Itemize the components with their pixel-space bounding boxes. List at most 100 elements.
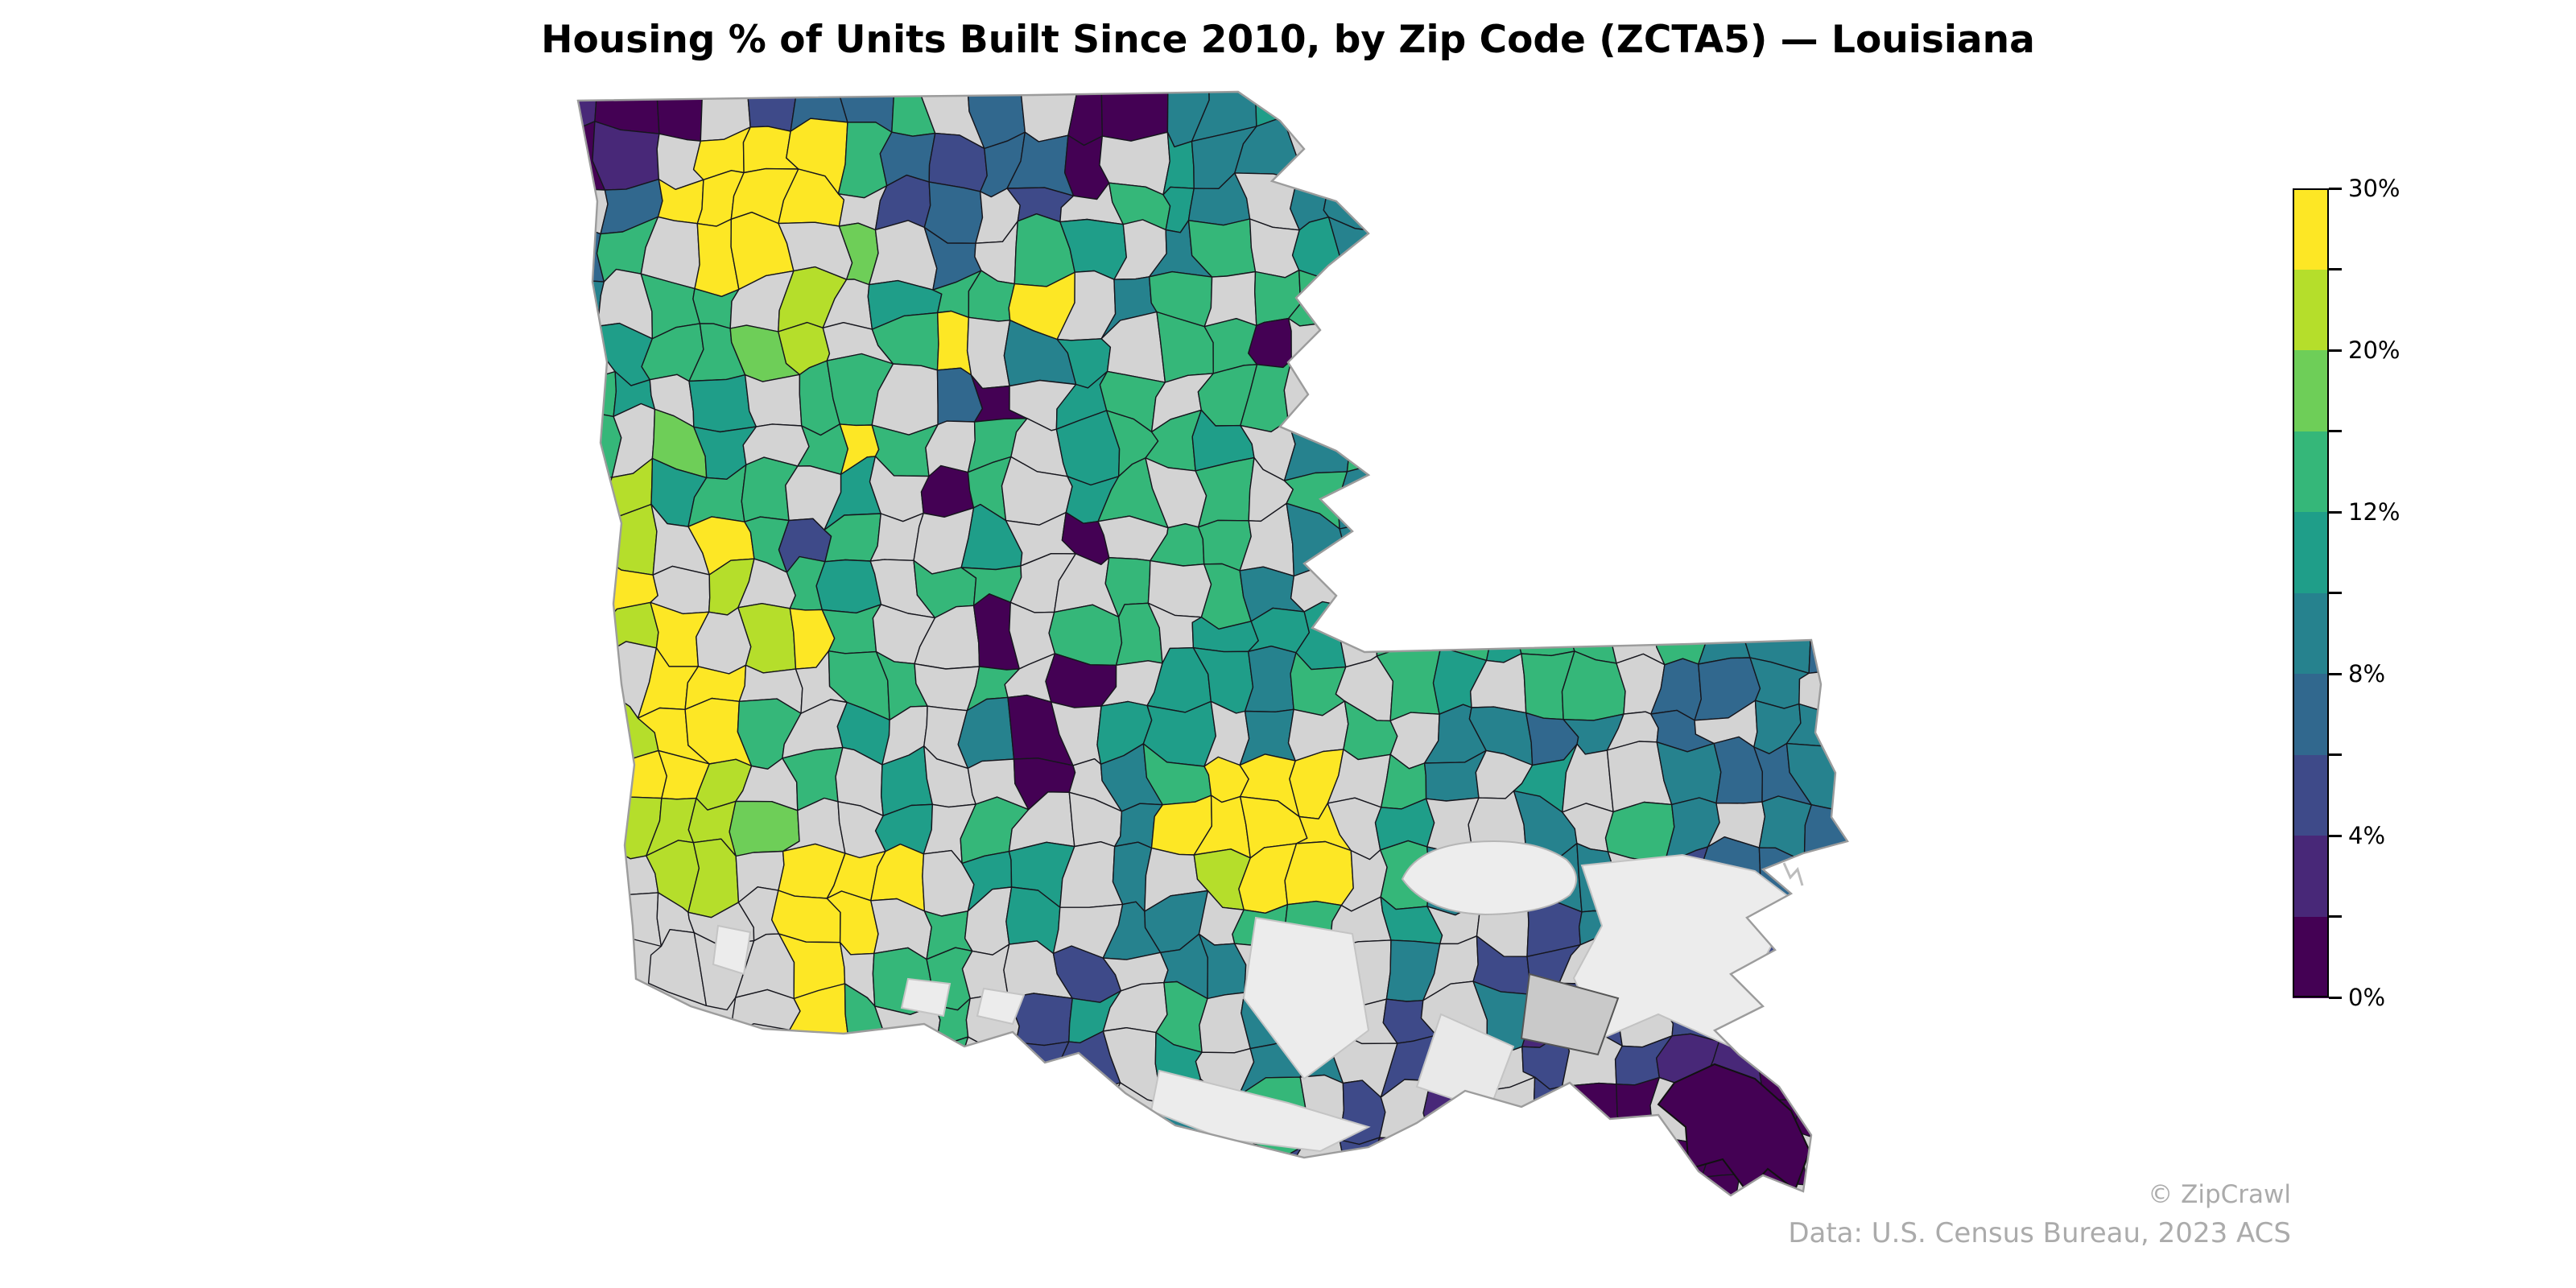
zcta-cell [1385,169,1444,233]
state-border [576,90,1849,1197]
zcta-cell [1803,804,1847,862]
colorbar-tick [2329,268,2342,270]
zcta-cell [876,1042,946,1099]
zcta-cell [1327,277,1386,326]
zcta-cell [1045,1128,1109,1193]
zcta-cell [1009,1084,1058,1157]
lake-pontchartrain [1401,840,1577,916]
zcta-cell [972,1124,1032,1194]
zcta-cell [1254,92,1294,127]
zcta-cell [1557,1127,1625,1195]
source-text: Data: U.S. Census Bureau, 2023 ACS [1788,1217,2291,1249]
zcta-cell [1701,1174,1747,1195]
atchafalaya-basin [1242,916,1370,1080]
zcta-cell [1383,312,1429,381]
zcta-cell [742,423,810,467]
zcta-cell [920,1122,986,1195]
zcta-cell [1339,508,1390,568]
zcta-cell [1374,369,1439,422]
zcta-cell [1373,602,1442,657]
zcta-cell [1373,555,1443,621]
zcta-cell [1198,1143,1255,1186]
colorbar-segment [2293,592,2329,675]
grand-lake [900,977,952,1018]
zcta-cell [1144,1171,1213,1195]
zcta-cell [1379,407,1439,473]
colorbar-tick-label: 4% [2348,822,2386,849]
zcta-cell [936,310,972,376]
zcta-cell [937,1084,986,1133]
zcta-cell [1203,270,1257,328]
zcta-cell [1055,1188,1108,1195]
zcta-cell [1155,1141,1204,1195]
zcta-cell [603,503,658,576]
zcta-cell [578,92,601,133]
zcta-cell [815,559,882,614]
zcta-cell [1045,1082,1121,1147]
zcta-cell [578,473,613,524]
colorbar-tick [2329,834,2342,837]
zcta-cell [1283,417,1350,481]
zcta-cell [1385,125,1444,186]
zcta-cell [1669,1171,1715,1195]
zcta-cell [1371,1129,1430,1183]
zcta-cell [1425,1129,1485,1195]
zcta-cell [1613,1186,1678,1195]
colorbar-segment [2293,836,2329,918]
zcta-cell [656,92,704,142]
zcta-cell [1337,467,1386,530]
zcta-cell [1377,508,1443,559]
marsh-st-bernard [1520,972,1620,1056]
colorbar-segment [2293,431,2329,513]
zcta-cell [578,654,613,718]
zcta-cell [1336,378,1385,419]
colorbar-segment [2293,916,2329,998]
zcta-cell [1785,703,1847,747]
colorbar-segment [2293,754,2329,836]
zcta-cell [1785,987,1847,1051]
zcta-cell [1377,466,1444,518]
colorbar-tick [2329,753,2342,756]
colorbar-tick-label: 20% [2348,336,2401,364]
zcta-cell [1335,555,1389,605]
calcasieu-lake [712,924,752,976]
zcta-cell [1785,950,1847,994]
chandeleur-islands-sliver [1782,862,1804,886]
zcta-cell [1242,1171,1292,1195]
colorbar-tick-label: 30% [2348,175,2401,202]
zcta-cell [1284,840,1354,906]
colorbar-tick [2329,592,2342,594]
zcta-cell [1101,1183,1158,1195]
zcta-cell [1523,1127,1571,1195]
zcta-cell [1327,92,1398,143]
zcta-cell [746,92,798,132]
zcta-cell [744,374,803,427]
colorbar-tick [2329,672,2342,675]
zcta-cell [578,553,612,627]
zcta-cell [1009,1041,1070,1101]
zcta-cell [1420,1177,1475,1195]
zcta-cell [821,1034,881,1091]
zcta-cell [1374,281,1431,328]
zcta-cell [578,617,604,668]
colorbar-tick [2329,349,2342,352]
zcta-cell [1100,92,1169,142]
zcta-cell [1564,1186,1625,1195]
zcta-cell [1557,1082,1625,1149]
zcta-cell [601,749,667,804]
zcta-cell [1101,1128,1159,1195]
zcta-cell [1197,1171,1252,1195]
colorbar-segment [2293,512,2329,594]
zcta-cell [1025,1146,1056,1194]
white-lake [976,987,1026,1026]
zcta-cell [1802,845,1847,902]
zcta-cell [1382,217,1436,289]
zcta-cell [867,1088,939,1147]
colorbar-tick [2329,187,2342,190]
zcta-cell [1485,611,1522,663]
zcta-cell [1282,92,1340,142]
zcta-cell [578,846,609,911]
colorbar-tick-label: 8% [2348,660,2386,687]
